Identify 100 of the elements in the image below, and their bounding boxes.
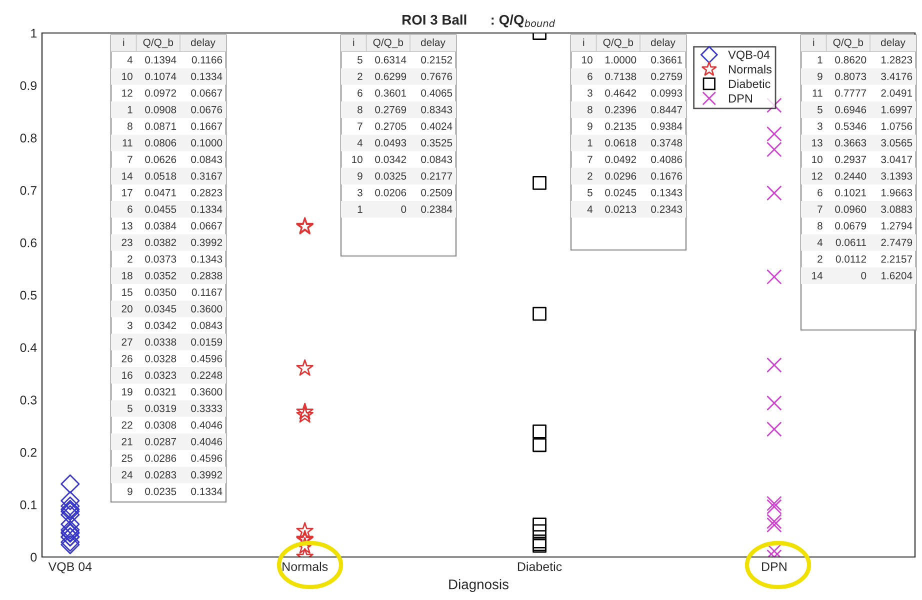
annotation: 0.0384 (145, 222, 176, 230)
annotation: 8 (818, 222, 822, 230)
annotation: 0.0843 (191, 322, 222, 330)
annotation: 0.0323 (145, 372, 176, 379)
annotation: 10 (122, 72, 132, 80)
annotation: 1 (818, 56, 822, 64)
annotation: 0.3600 (191, 388, 222, 396)
annotation: 0.0843 (421, 156, 452, 164)
annotation: 0.4065 (421, 89, 452, 97)
annotation: 1.0756 (881, 122, 912, 130)
annotation: Q/Q_b (833, 38, 864, 48)
annotation: 0.2705 (375, 122, 406, 130)
legend-label: VQB-04 (728, 50, 770, 62)
annotation: 7 (818, 206, 822, 213)
annotation: 0.1343 (191, 255, 222, 263)
y-tick-label: 1 (31, 28, 37, 38)
annotation: 22 (122, 421, 132, 429)
annotation: 1.0000 (605, 56, 636, 64)
annotation: 7 (588, 156, 592, 164)
y-tick-label: 0.7 (20, 186, 37, 195)
annotation: 0.0345 (145, 305, 176, 313)
annotation: 1 (128, 106, 132, 114)
annotation: 8 (588, 106, 592, 114)
annotation: 0.2759 (651, 72, 682, 80)
annotation: 0.0352 (145, 272, 176, 280)
annotation: 1.2823 (881, 56, 912, 64)
annotation: 0.2343 (651, 206, 682, 213)
annotation: 0.1334 (191, 206, 222, 213)
annotation: 12 (812, 172, 822, 180)
annotation: 3.0417 (881, 156, 912, 164)
annotation: 0.0245 (605, 188, 636, 196)
annotation: 0.8073 (835, 72, 866, 80)
annotation: 9 (818, 72, 822, 80)
annotation: 0.1074 (145, 72, 176, 80)
annotation: 10 (582, 56, 592, 64)
annotation: 0.4046 (191, 421, 222, 429)
annotation: 0.8620 (835, 56, 866, 64)
annotation: 0.0296 (605, 172, 636, 180)
annotation: 0.4642 (605, 89, 636, 97)
annotation: 0.0338 (145, 338, 176, 346)
y-tick-label: 0.8 (20, 134, 37, 142)
x-tick-label: Normals (282, 562, 328, 572)
annotation: 9 (128, 488, 132, 496)
annotation: 0.5346 (835, 122, 866, 130)
annotation: 5 (817, 106, 822, 114)
annotation: 0 (861, 272, 866, 280)
annotation: 0.2152 (421, 56, 452, 64)
annotation: 0.0455 (145, 206, 176, 213)
annotation: 0.8447 (651, 106, 682, 114)
y-tick-label: 0.5 (20, 290, 37, 300)
annotation: 0.0286 (145, 454, 176, 462)
annotation: 0.0518 (145, 172, 176, 180)
annotation: 0.0960 (835, 206, 866, 213)
annotation: 7 (128, 156, 132, 164)
annotation: 0.0373 (145, 255, 176, 263)
annotation: 0.0492 (605, 156, 636, 164)
annotation: 8 (358, 106, 362, 114)
x-tick-label: Diabetic (518, 562, 562, 572)
annotation: 0.2384 (421, 206, 452, 213)
annotation: 1 (358, 206, 362, 213)
annotation: i (353, 38, 354, 46)
legend-label: DPN (729, 94, 752, 102)
annotation: 0.0342 (145, 322, 176, 330)
annotation: 3.0565 (881, 139, 912, 147)
annotation: 10 (352, 156, 362, 164)
x-tick-label: VQB 04 (48, 562, 92, 574)
annotation: 9 (358, 172, 362, 180)
annotation: delay (650, 38, 676, 48)
annotation: 21 (122, 438, 132, 446)
legend-label: Diabetic (729, 79, 770, 88)
annotation: 0.0159 (191, 338, 222, 346)
annotation: 3 (357, 188, 362, 196)
annotation: 3 (127, 322, 132, 330)
annotation: 11 (812, 89, 822, 97)
annotation: 0.2440 (835, 172, 866, 180)
annotation: 1 (588, 139, 592, 146)
annotation: 0.4596 (191, 354, 222, 362)
annotation: i (813, 38, 814, 46)
annotation: 7 (358, 122, 362, 130)
y-tick-label: 0.9 (20, 81, 37, 90)
annotation: 5 (127, 404, 132, 412)
annotation: 0.0993 (651, 89, 682, 97)
annotation: 0.1000 (191, 139, 222, 147)
annotation: 0.0618 (605, 139, 636, 147)
annotation: 0.0235 (145, 488, 176, 496)
y-tick-label: 0 (30, 552, 37, 562)
legend-label: Normals (729, 64, 772, 74)
annotation: 0.0321 (145, 388, 176, 396)
annotation: 1.9663 (881, 188, 912, 196)
annotation: 0.0676 (191, 106, 222, 114)
annotation: 0.0908 (145, 106, 176, 114)
annotation: 0.1166 (192, 56, 222, 64)
annotation: 0.7138 (605, 72, 636, 80)
annotation: 0.0319 (145, 404, 176, 412)
annotation: 0.4046 (191, 438, 222, 446)
y-tick-label: 0.3 (20, 396, 37, 404)
annotation: 0.2769 (375, 106, 406, 114)
annotation: 4 (587, 206, 593, 213)
annotation: 0.0871 (145, 122, 176, 130)
annotation: 5 (357, 56, 362, 64)
